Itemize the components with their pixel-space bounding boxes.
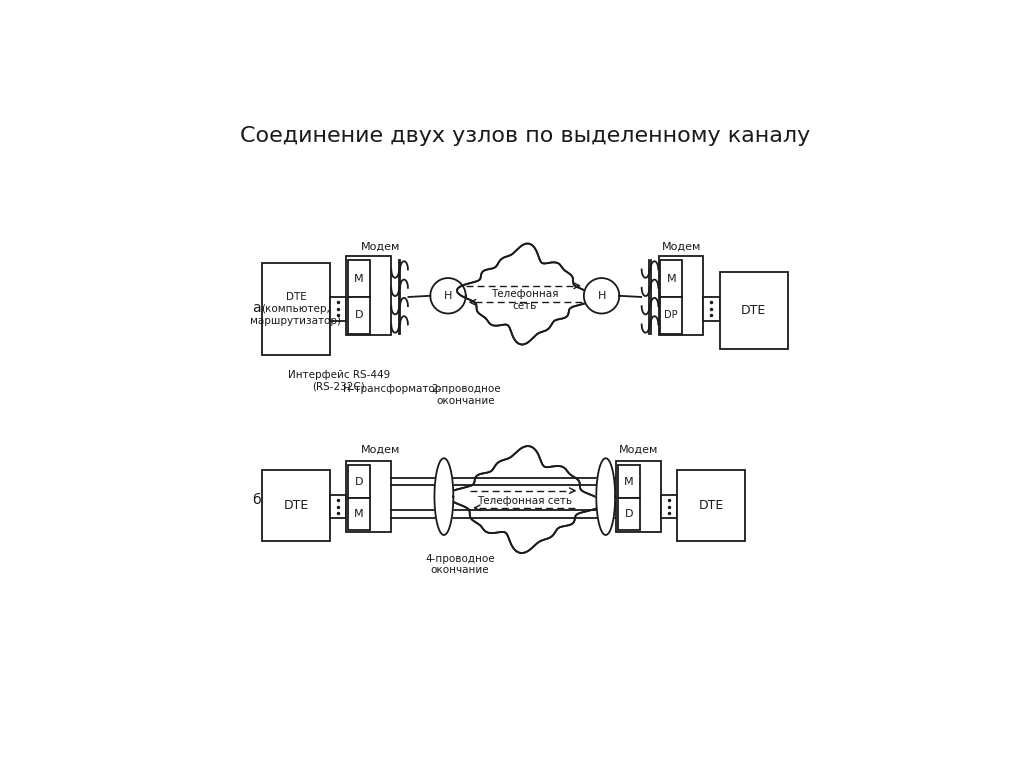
Text: D: D [625,509,633,519]
Text: DTE: DTE [741,304,766,317]
Bar [346,461,391,532]
Text: 2-проводное
окончание: 2-проводное окончание [431,384,501,406]
Text: Модем: Модем [360,242,399,252]
Text: H: H [443,291,453,301]
Text: Интерфейс RS-449
(RS-232C): Интерфейс RS-449 (RS-232C) [288,370,390,391]
Text: Н-трансформатор: Н-трансформатор [343,384,441,394]
Bar [703,297,720,321]
Bar [347,466,370,498]
Text: Телефонная
сеть: Телефонная сеть [492,289,558,311]
Text: Соединение двух узлов по выделенному каналу: Соединение двух узлов по выделенному кан… [240,127,810,146]
Bar [347,260,370,297]
Text: M: M [354,274,364,284]
Text: Модем: Модем [360,444,399,454]
Bar [346,255,391,335]
Text: DP: DP [665,311,678,321]
Polygon shape [584,278,620,314]
Bar [262,263,330,355]
Text: б: б [252,492,260,506]
Polygon shape [430,278,466,314]
Bar [677,470,745,541]
Bar [660,495,677,518]
Bar [660,260,682,297]
Text: Модем: Модем [662,242,701,252]
Bar [660,297,682,334]
Bar [616,461,660,532]
Text: DTE: DTE [698,499,724,512]
Bar [720,272,787,349]
Bar [347,297,370,334]
Bar [617,498,640,530]
Bar [330,297,346,321]
Polygon shape [457,244,593,344]
Text: D: D [354,311,364,321]
Bar [347,498,370,530]
Text: M: M [354,509,364,519]
Text: H: H [597,291,606,301]
Bar [330,495,346,518]
Bar [617,466,640,498]
Polygon shape [447,446,602,553]
Text: Телефонная сеть: Телефонная сеть [477,495,572,505]
Polygon shape [434,458,454,535]
Text: 4-проводное
окончание: 4-проводное окончание [425,554,495,575]
Text: Модем: Модем [618,444,657,454]
Polygon shape [596,458,615,535]
Text: M: M [667,274,676,284]
Text: D: D [354,476,364,486]
Text: DTE: DTE [284,499,308,512]
Bar [658,255,703,335]
Bar [262,470,330,541]
Text: M: M [624,476,634,486]
Text: DTE
(компьютер,
маршрутизатор): DTE (компьютер, маршрутизатор) [251,292,341,326]
Text: а: а [252,301,260,314]
